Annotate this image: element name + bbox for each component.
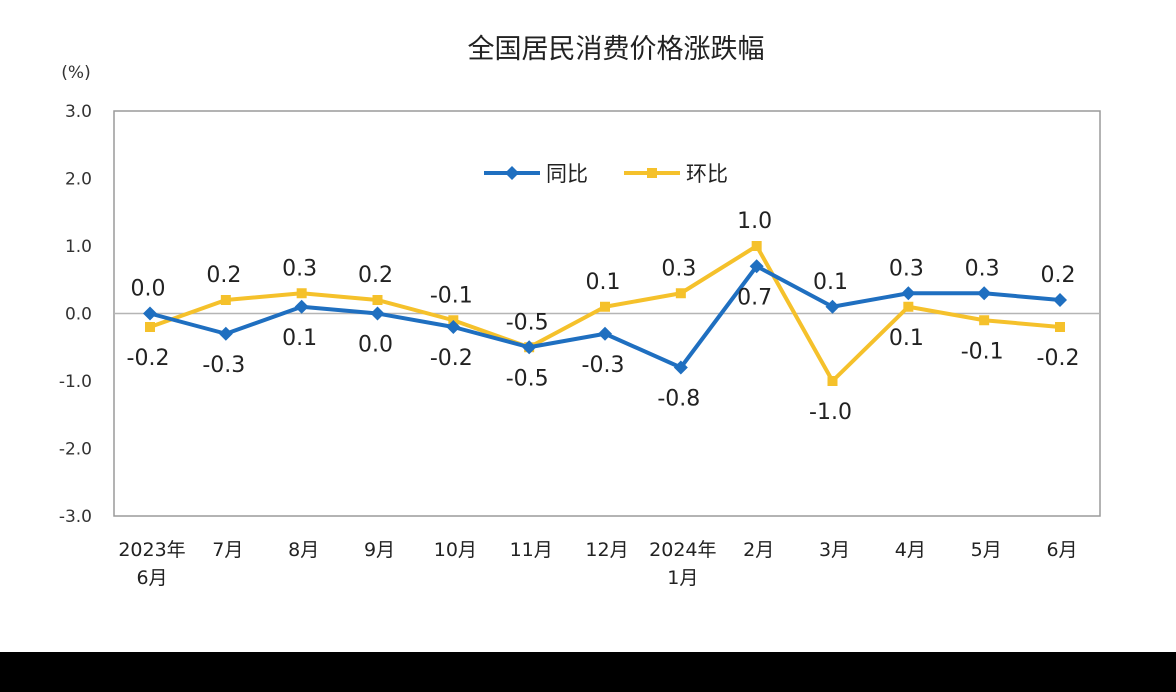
data-label: 1.0	[737, 209, 772, 234]
x-tick-label: 1月	[667, 567, 698, 589]
cpi-line-chart: 全国居民消费价格涨跌幅 (%) 3.0 2.0 1.0 0.0 -1.0 -2.0 -3.0…	[59, 34, 1101, 589]
y-unit-label: (%)	[61, 63, 90, 83]
legend-label: 同比	[546, 162, 588, 186]
data-point	[143, 306, 157, 321]
data-point	[675, 288, 686, 299]
data-point	[220, 295, 231, 305]
data-label: 0.1	[282, 326, 317, 351]
data-label: -0.8	[657, 387, 700, 412]
chart-title: 全国居民消费价格涨跌幅	[468, 34, 765, 65]
x-tick-label: 4月	[895, 539, 926, 561]
data-label: -0.5	[506, 366, 549, 391]
legend-marker	[505, 166, 519, 180]
legend-marker	[647, 168, 657, 178]
data-label: 0.1	[889, 326, 924, 351]
y-tick-label: -2.0	[59, 440, 92, 460]
data-label: 0.2	[358, 263, 393, 288]
x-tick-label: 8月	[288, 539, 319, 561]
data-point	[522, 340, 537, 355]
data-point	[901, 286, 916, 301]
x-axis-ticks: 2023年 6月 7月 8月 9月 10月 11月 12月 2024年 1月 2月 3月 4月 5月 6月	[118, 539, 1077, 589]
data-label: 0.3	[965, 256, 1000, 281]
x-tick-label: 9月	[364, 539, 395, 561]
x-tick-label: 6月	[1046, 539, 1077, 561]
x-tick-label: 2024年	[649, 539, 716, 561]
data-label: 0.3	[282, 256, 317, 281]
x-tick-label: 6月	[136, 567, 167, 589]
data-label: 0.3	[889, 256, 924, 281]
x-tick-label: 10月	[434, 539, 477, 561]
data-point	[903, 301, 914, 312]
data-label: -0.2	[430, 346, 473, 371]
data-point	[600, 301, 610, 312]
x-tick-label: 11月	[510, 539, 553, 561]
data-point	[598, 326, 612, 341]
data-point	[825, 299, 840, 314]
data-point	[749, 259, 764, 274]
data-label: 0.1	[586, 270, 621, 295]
chart-canvas: 全国居民消费价格涨跌幅 (%) 3.0 2.0 1.0 0.0 -1.0 -2.0 -3.0…	[0, 0, 1176, 652]
x-tick-label: 5月	[971, 539, 1002, 561]
data-point	[751, 241, 762, 251]
y-tick-label: 1.0	[65, 237, 92, 257]
data-labels: 0.0 -0.3 0.1 0.0 -0.2 -0.5 -0.3 -0.8 0.7 0.1 0.3 0.…	[127, 209, 1080, 425]
y-tick-label: -3.0	[59, 507, 92, 527]
data-label: 0.3	[661, 256, 696, 281]
x-tick-label: 2月	[743, 539, 774, 561]
data-point	[370, 306, 385, 321]
data-label: 0.0	[131, 277, 166, 302]
data-point	[673, 360, 688, 375]
data-label: 0.7	[737, 285, 772, 310]
x-tick-label: 2023年	[118, 539, 185, 561]
y-tick-label: 0.0	[65, 305, 92, 325]
data-point	[294, 299, 309, 314]
data-point	[827, 376, 838, 386]
y-tick-label: 3.0	[65, 102, 92, 122]
y-tick-label: -1.0	[59, 372, 92, 392]
data-point	[977, 286, 992, 301]
x-tick-label: 7月	[212, 539, 243, 561]
data-label: -0.5	[506, 310, 549, 335]
data-label: 0.1	[813, 270, 848, 295]
x-tick-label: 3月	[819, 539, 850, 561]
data-point	[218, 326, 233, 341]
data-label: -0.2	[1037, 346, 1080, 371]
data-label: -0.3	[582, 353, 625, 378]
x-tick-label: 12月	[585, 539, 628, 561]
data-point	[1053, 293, 1067, 307]
y-tick-label: 2.0	[65, 170, 92, 190]
data-label: -0.2	[127, 346, 170, 371]
data-label: 0.0	[358, 333, 393, 358]
data-label: -0.1	[961, 339, 1004, 364]
data-point	[372, 295, 383, 305]
data-label: -0.1	[430, 283, 473, 308]
data-point	[979, 315, 990, 326]
data-point	[446, 320, 461, 334]
data-label: -0.3	[202, 353, 245, 378]
data-label: 0.2	[1041, 263, 1076, 288]
legend-label: 环比	[686, 162, 728, 186]
data-point	[145, 322, 155, 332]
data-point	[296, 288, 307, 299]
legend: 同比 环比	[484, 162, 728, 186]
data-label: -1.0	[809, 400, 852, 425]
data-point	[1055, 322, 1065, 332]
data-label: 0.2	[206, 263, 241, 288]
series-layer	[143, 241, 1067, 386]
